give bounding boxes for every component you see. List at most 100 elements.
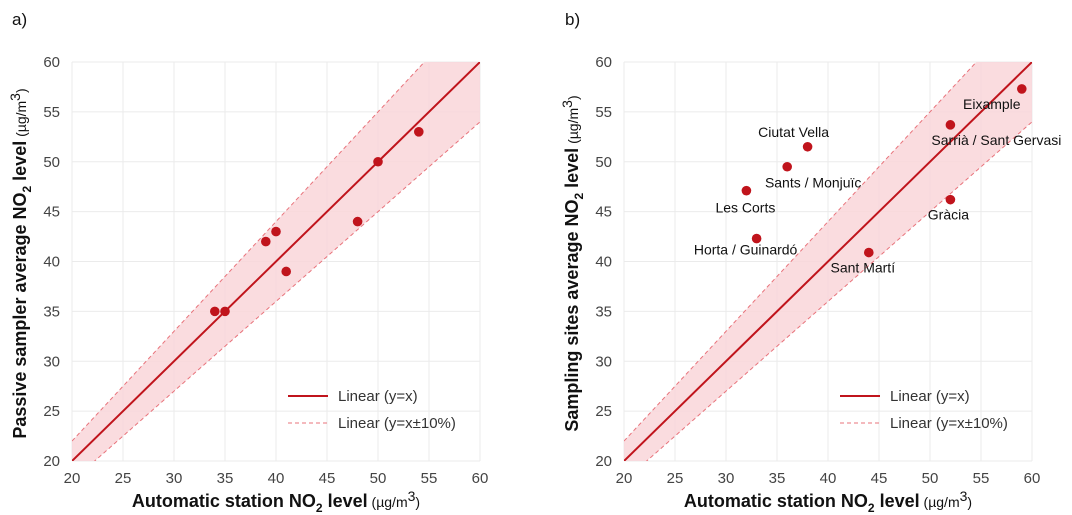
y-axis-title-tail: level [562, 148, 582, 193]
y-tick-label: 45 [43, 204, 60, 221]
y-tick-label: 55 [595, 104, 612, 121]
x-axis-unit: (µg/m [920, 494, 960, 510]
legend-label-identity: Linear (y=x) [890, 388, 970, 405]
data-point [741, 185, 752, 196]
x-tick-label: 60 [472, 470, 489, 487]
x-tick-label: 20 [616, 470, 633, 487]
y-axis-title-tail: level [10, 141, 30, 186]
y-tick-label: 35 [43, 303, 60, 320]
y-tick-label: 50 [595, 154, 612, 171]
x-tick-label: 55 [421, 470, 438, 487]
y-tick-label: 40 [43, 254, 60, 271]
data-point [751, 233, 762, 244]
y-tick-label: 45 [595, 204, 612, 221]
x-tick-label: 35 [769, 470, 786, 487]
y-axis-title-sub: 2 [20, 186, 34, 193]
upper-10pct-line [72, 62, 426, 442]
x-axis-unit-tail: ) [415, 494, 420, 510]
y-tick-label: 20 [43, 453, 60, 470]
y-tick-label: 50 [43, 154, 60, 171]
data-point [864, 247, 874, 258]
x-axis-title: Automatic station NO2 level (µg/m3) [684, 488, 972, 515]
x-tick-label: 35 [217, 470, 234, 487]
legend-label-band: Linear (y=x±10%) [338, 415, 456, 432]
x-axis-unit: (µg/m [368, 494, 408, 510]
y-axis-unit-sup: 3 [559, 100, 575, 108]
y-tick-label: 55 [43, 104, 60, 121]
data-point [261, 236, 271, 247]
point-label: Ciutat Vella [758, 124, 829, 140]
data-point [945, 194, 956, 205]
y-axis-unit: (µg/m [13, 101, 29, 141]
x-axis-title-main: Automatic station NO [684, 491, 868, 511]
x-tick-label: 50 [922, 470, 939, 487]
x-tick-label: 60 [1024, 470, 1041, 487]
x-tick-label: 20 [64, 470, 81, 487]
x-axis-title-main: Automatic station NO [132, 491, 316, 511]
y-axis-unit: (µg/m [565, 108, 581, 148]
x-tick-label: 40 [268, 470, 285, 487]
y-tick-label: 60 [43, 54, 60, 71]
y-tick-label: 20 [595, 453, 612, 470]
data-point [802, 141, 813, 152]
point-label: Sant Martí [831, 260, 896, 276]
legend: Linear (y=x) Linear (y=x±10%) [840, 388, 1008, 432]
y-axis-title-sub: 2 [572, 193, 586, 200]
x-axis-title-tail: level [875, 491, 920, 511]
data-point [1017, 84, 1027, 94]
y-axis-unit-sup: 3 [7, 93, 23, 101]
panel-label: a) [12, 10, 27, 29]
point-label: Eixample [963, 96, 1021, 112]
upper-10pct-line [624, 62, 978, 442]
data-point [271, 226, 281, 237]
x-axis-unit-sup: 3 [960, 488, 968, 504]
x-tick-label: 25 [667, 470, 684, 487]
x-axis-unit-tail: ) [967, 494, 972, 510]
point-label: Horta / Guinardó [694, 242, 798, 258]
y-tick-label: 30 [595, 353, 612, 370]
x-axis-title-sub: 2 [868, 501, 875, 515]
point-label: Les Corts [715, 200, 775, 216]
x-tick-label: 50 [370, 470, 387, 487]
x-axis-unit-sup: 3 [408, 488, 416, 504]
data-point [210, 306, 220, 317]
y-tick-label: 30 [43, 353, 60, 370]
legend-label-band: Linear (y=x±10%) [890, 415, 1008, 432]
data-point [220, 306, 230, 317]
x-tick-label: 55 [973, 470, 990, 487]
identity-line [72, 62, 480, 461]
y-axis-title: Sampling sites average NO2 level (µg/m3) [559, 95, 586, 431]
point-label: Gràcia [928, 207, 969, 223]
tick-labels: 20 25 30 35 40 45 50 55 60 20 25 30 35 40 45 50 55 60 [595, 54, 1040, 487]
y-axis-unit-tail: ) [13, 88, 29, 93]
x-tick-label: 25 [115, 470, 132, 487]
x-tick-label: 30 [166, 470, 183, 487]
x-tick-label: 30 [718, 470, 735, 487]
x-tick-label: 45 [319, 470, 336, 487]
y-axis-title-main: Passive sampler average NO [10, 193, 30, 439]
y-axis-title-main: Sampling sites average NO [562, 200, 582, 432]
data-point [414, 127, 424, 137]
x-tick-label: 45 [871, 470, 888, 487]
y-tick-label: 25 [43, 403, 60, 420]
y-axis-title: Passive sampler average NO2 level (µg/m3… [7, 88, 34, 438]
y-tick-label: 35 [595, 303, 612, 320]
legend: Linear (y=x) Linear (y=x±10%) [288, 388, 456, 432]
y-tick-label: 25 [595, 403, 612, 420]
point-label: Sarrià / Sant Gervasi [931, 132, 1061, 148]
data-point [945, 120, 956, 130]
identity-line [624, 62, 1032, 461]
x-tick-label: 40 [820, 470, 837, 487]
y-tick-label: 40 [595, 254, 612, 271]
x-axis-title: Automatic station NO2 level (µg/m3) [132, 488, 420, 515]
y-tick-label: 60 [595, 54, 612, 71]
point-label: Sants / Monjuïc [765, 175, 862, 191]
plot-area [624, 62, 1032, 461]
panel-a: 20 25 30 35 40 45 50 55 60 20 25 30 35 40 45 50 55 60 a) Au… [7, 10, 489, 515]
panel-label: b) [565, 10, 580, 29]
data-point [782, 161, 792, 172]
legend-label-identity: Linear (y=x) [338, 388, 418, 405]
x-axis-title-tail: level [323, 491, 368, 511]
